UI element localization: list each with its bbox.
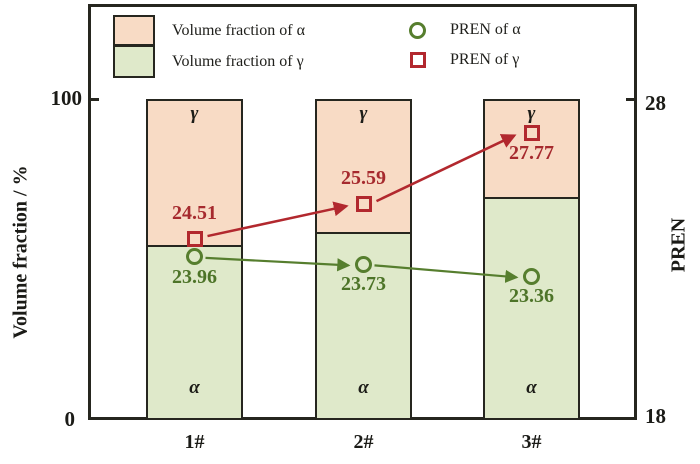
bar-3#-segment-green (485, 197, 578, 418)
pren-alpha-legend-circle-icon (409, 22, 426, 39)
pren-alpha-circle-marker-2# (355, 255, 372, 273)
legend-label-volume-alpha: Volume fraction of α (172, 22, 305, 39)
right-axis-tick-28: 28 (645, 91, 666, 115)
left-axis-title: Volume fraction / % (9, 165, 32, 339)
pren-gamma-value-1#: 24.51 (172, 202, 217, 225)
legend-label-volume-gamma: Volume fraction of γ (172, 53, 304, 70)
pren-gamma-square-marker-3# (523, 125, 540, 142)
left-axis-tick-100: 100 (50, 86, 83, 110)
bar-2#-gamma-label: γ (359, 103, 368, 124)
pren-gamma-value-2#: 25.59 (341, 167, 386, 190)
bar-1#-segment-green (148, 245, 241, 418)
bar-1#-alpha-label: α (189, 377, 200, 398)
pren-gamma-value-3#: 27.77 (509, 142, 554, 165)
x-axis-label-3#: 3# (521, 431, 542, 453)
pren-gamma-legend-square-icon (410, 52, 426, 68)
legend-swatch-volume-gamma (113, 45, 155, 78)
bar-3#-gamma-label: γ (527, 103, 536, 124)
right-axis-title: PREN (667, 217, 690, 273)
legend-label-pren-alpha: PREN of α (450, 21, 521, 38)
bar-2#-alpha-label: α (358, 377, 369, 398)
left-axis-tick-mark (91, 98, 99, 101)
bar-3#-alpha-label: α (526, 377, 537, 398)
right-axis-tick-18: 18 (645, 404, 666, 428)
legend-label-pren-gamma: PREN of γ (450, 51, 520, 68)
pren-alpha-value-3#: 23.36 (509, 285, 554, 308)
x-axis-label-1#: 1# (184, 431, 205, 453)
pren-gamma-square-marker-1# (186, 231, 203, 248)
x-axis-label-2#: 2# (353, 431, 374, 453)
legend-swatch-volume-alpha (113, 15, 155, 46)
pren-alpha-circle-marker-3# (523, 267, 540, 285)
bar-1#-gamma-label: γ (190, 103, 199, 124)
pren-alpha-value-2#: 23.73 (341, 273, 386, 296)
right-axis-tick-mark (626, 98, 634, 101)
pren-gamma-square-marker-2# (355, 196, 372, 213)
left-axis-tick-0: 0 (64, 407, 76, 431)
pren-alpha-circle-marker-1# (186, 248, 203, 266)
pren-alpha-value-1#: 23.96 (172, 265, 217, 288)
